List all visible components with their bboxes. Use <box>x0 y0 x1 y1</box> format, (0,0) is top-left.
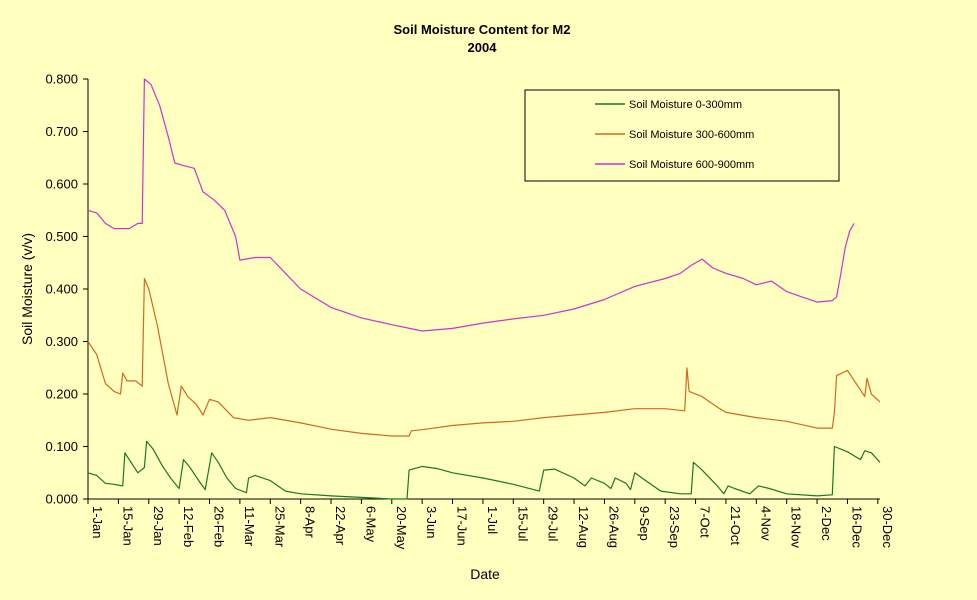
x-tick-label: 15-Jan <box>120 506 135 546</box>
x-tick-label: 4-Nov <box>758 506 773 541</box>
legend-label: Soil Moisture 300-600mm <box>629 129 754 141</box>
y-axis-ticks: 0.000 0.100 0.200 0.300 0.400 0.500 0.600 0.700… <box>45 72 88 507</box>
x-tick-label: 26-Feb <box>212 506 227 547</box>
y-axis-label: Soil Moisture (v/v) <box>19 233 35 345</box>
x-tick-label: 11-Mar <box>242 506 257 547</box>
x-tick-label: 25-Mar <box>272 506 287 548</box>
y-tick-label: 0.100 <box>45 439 78 454</box>
x-tick-label: 7-Oct <box>698 506 713 538</box>
y-tick-label: 0.000 <box>45 492 78 507</box>
legend: Soil Moisture 0-300mm Soil Moisture 300-6… <box>524 89 840 182</box>
x-tick-label: 23-Sep <box>667 506 682 548</box>
x-tick-label: 9-Sep <box>637 506 652 541</box>
x-tick-label: 29-Jul <box>546 506 561 542</box>
x-tick-label: 12-Feb <box>181 506 196 547</box>
x-tick-label: 18-Nov <box>789 506 804 548</box>
chart-subtitle: 2004 <box>468 40 498 55</box>
y-tick-label: 0.300 <box>45 334 78 349</box>
x-tick-label: 16-Dec <box>849 506 864 548</box>
x-tick-label: 17-Jun <box>455 506 470 546</box>
x-tick-label: 26-Aug <box>606 506 621 548</box>
y-tick-label: 0.700 <box>45 124 78 139</box>
x-tick-label: 3-Jun <box>424 506 439 539</box>
x-tick-label: 22-Apr <box>333 506 348 546</box>
series-line-2 <box>87 277 881 437</box>
chart-title: Soil Moisture Content for M2 <box>394 22 571 37</box>
legend-label: Soil Moisture 600-900mm <box>629 159 754 171</box>
x-axis-label: Date <box>470 566 500 582</box>
series-lines <box>87 78 881 500</box>
legend-box <box>524 89 840 182</box>
x-axis-ticks: 1-Jan 15-Jan 29-Jan 12-Feb 26-Feb 11-Mar 25-Ma… <box>87 499 895 550</box>
y-tick-label: 0.200 <box>45 387 78 402</box>
x-tick-label: 30-Dec <box>880 506 895 548</box>
x-tick-label: 1-Jul <box>485 506 500 534</box>
y-tick-label: 0.600 <box>45 177 78 192</box>
y-tick-label: 0.800 <box>45 72 78 87</box>
series-line-1 <box>87 440 881 500</box>
x-tick-label: 1-Jan <box>90 506 105 539</box>
x-tick-label: 15-Jul <box>515 506 530 542</box>
x-tick-label: 8-Apr <box>303 506 318 538</box>
x-tick-label: 6-May <box>363 506 378 543</box>
x-tick-label: 12-Aug <box>576 506 591 548</box>
legend-label: Soil Moisture 0-300mm <box>629 99 742 111</box>
y-tick-label: 0.400 <box>45 282 78 297</box>
y-tick-label: 0.500 <box>45 229 78 244</box>
series-line-3 <box>87 78 855 332</box>
x-tick-label: 2-Dec <box>819 506 834 541</box>
x-tick-label: 21-Oct <box>728 506 743 545</box>
x-tick-label: 29-Jan <box>151 506 166 546</box>
x-tick-label: 20-May <box>394 506 409 550</box>
